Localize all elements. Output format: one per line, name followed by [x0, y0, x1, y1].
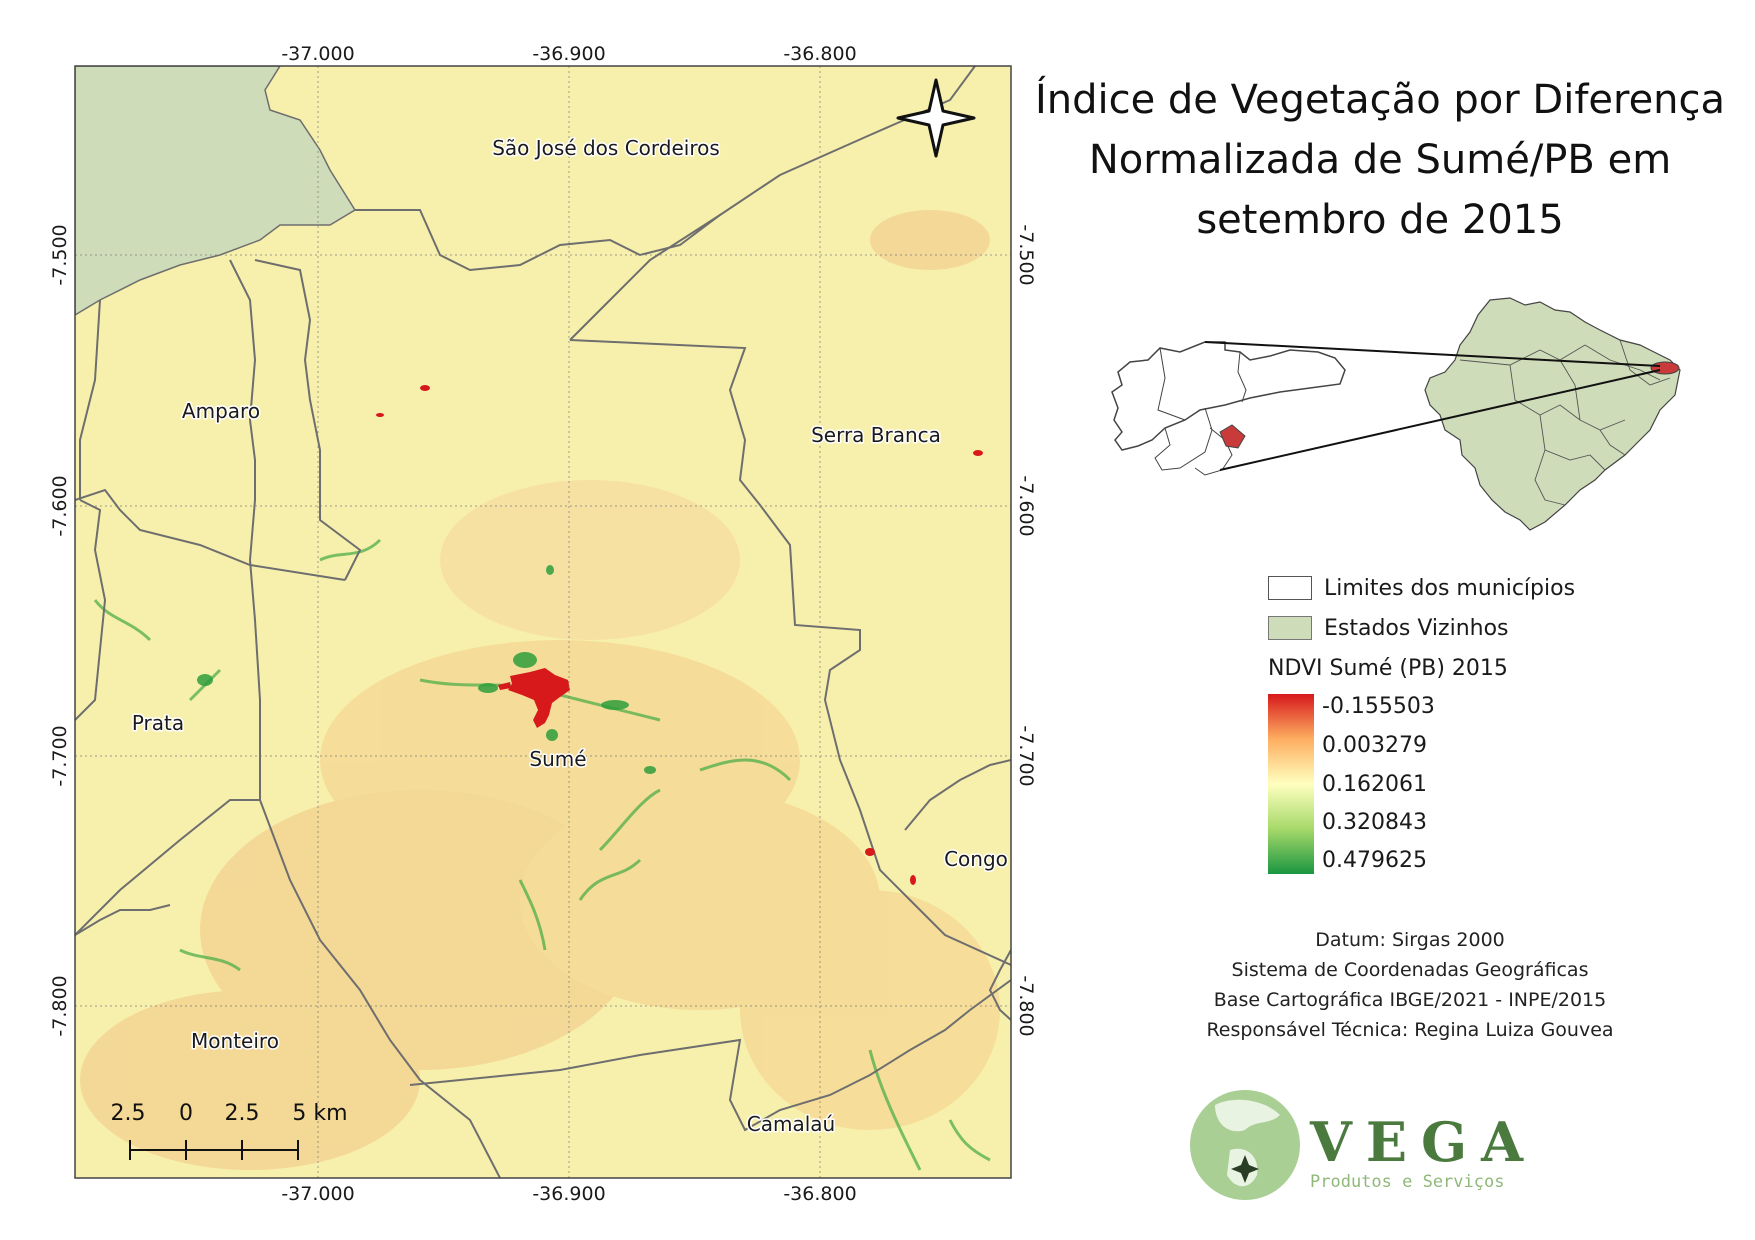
credits-line: Sistema de Coordenadas Geográficas	[1231, 959, 1589, 981]
map-frame: São José dos Cordeiros Amparo Serra Bran…	[75, 66, 1011, 1178]
municipality-boundaries	[75, 66, 1011, 1178]
label-monteiro: Monteiro	[191, 1029, 279, 1053]
label-sume: Sumé	[529, 747, 586, 771]
logo-tagline: Produtos e Serviços	[1310, 1172, 1505, 1192]
label-congo: Congo	[944, 847, 1008, 871]
top-longitude-label: -36.800	[783, 43, 856, 65]
label-camalau: Camalaú	[747, 1112, 835, 1136]
ndvi-low-spots	[376, 385, 983, 885]
credits-line: Base Cartográfica IBGE/2021 - INPE/2015	[1213, 989, 1607, 1011]
right-latitude-label: -7.500	[1015, 224, 1037, 285]
label-serra-branca: Serra Branca	[811, 423, 941, 447]
title-line: setembro de 2015	[1196, 197, 1564, 243]
ndvi-ramp-label: 0.320843	[1322, 810, 1427, 835]
label-prata: Prata	[132, 711, 184, 735]
right-latitude-label: -7.600	[1015, 475, 1037, 536]
map-border	[74, 65, 1012, 1179]
map-credits: Datum: Sirgas 2000 Sistema de Coordenada…	[1150, 925, 1670, 1045]
bottom-longitude-label: -37.000	[281, 1183, 354, 1205]
legend-item-limits: Limites dos municípios	[1268, 568, 1575, 608]
left-latitude-label: -7.800	[49, 975, 71, 1036]
locator-paraiba-map	[1111, 297, 1681, 531]
legend-label: Limites dos municípios	[1324, 575, 1576, 601]
ndvi-ramp-label: 0.003279	[1322, 733, 1427, 758]
right-latitude-label: -7.700	[1015, 725, 1037, 786]
title-line: Índice de Vegetação por Diferença	[1034, 77, 1726, 123]
scale-tick-label: 5 km	[292, 1101, 347, 1126]
label-sao-jose-dos-cordeiros: São José dos Cordeiros	[492, 136, 720, 160]
left-latitude-label: -7.500	[49, 224, 71, 285]
right-latitude-label: -7.800	[1015, 975, 1037, 1036]
vegetation-streams	[93, 538, 991, 1171]
legend-swatch-states	[1268, 616, 1312, 640]
legend-swatch-limits	[1268, 576, 1312, 600]
left-latitude-label: -7.600	[49, 475, 71, 536]
bottom-longitude-label: -36.800	[783, 1183, 856, 1205]
scale-tick-label: 2.5	[111, 1101, 146, 1126]
north-arrow-icon	[896, 78, 976, 158]
legend-item-states: Estados Vizinhos	[1268, 608, 1575, 648]
credits-line: Datum: Sirgas 2000	[1315, 929, 1505, 951]
legend: Limites dos municípios Estados Vizinhos	[1268, 568, 1575, 648]
top-longitude-label: -37.000	[281, 43, 354, 65]
scale-bar: 2.5 0 2.5 5 km	[111, 1101, 348, 1160]
ndvi-low-patches	[80, 210, 1000, 1170]
neighbor-state-area	[75, 66, 357, 316]
ndvi-ramp-label: -0.155503	[1322, 694, 1435, 719]
logo-wordmark: VEGA	[1310, 1110, 1538, 1174]
ndvi-ramp-label: 0.162061	[1322, 772, 1427, 797]
credits-line: Responsável Técnica: Regina Luiza Gouvea	[1206, 1019, 1614, 1041]
map-title: Índice de Vegetação por Diferença Normal…	[1030, 70, 1730, 250]
left-latitude-label: -7.700	[49, 725, 71, 786]
ndvi-legend-title: NDVI Sumé (PB) 2015	[1268, 656, 1508, 681]
legend-label: Estados Vizinhos	[1324, 615, 1509, 641]
ndvi-ramp-label: 0.479625	[1322, 848, 1427, 873]
ndvi-color-ramp	[1268, 694, 1314, 874]
sume-reservoir	[498, 668, 570, 728]
graticule	[75, 66, 1011, 1178]
top-longitude-label: -36.900	[532, 43, 605, 65]
title-line: Normalizada de Sumé/PB em	[1088, 137, 1672, 183]
scale-tick-label: 2.5	[225, 1101, 260, 1126]
vegetation-patches	[197, 565, 656, 774]
vega-globe-logo	[1190, 1090, 1300, 1200]
label-amparo: Amparo	[182, 399, 260, 423]
bottom-longitude-label: -36.900	[532, 1183, 605, 1205]
scale-tick-label: 0	[179, 1101, 193, 1126]
